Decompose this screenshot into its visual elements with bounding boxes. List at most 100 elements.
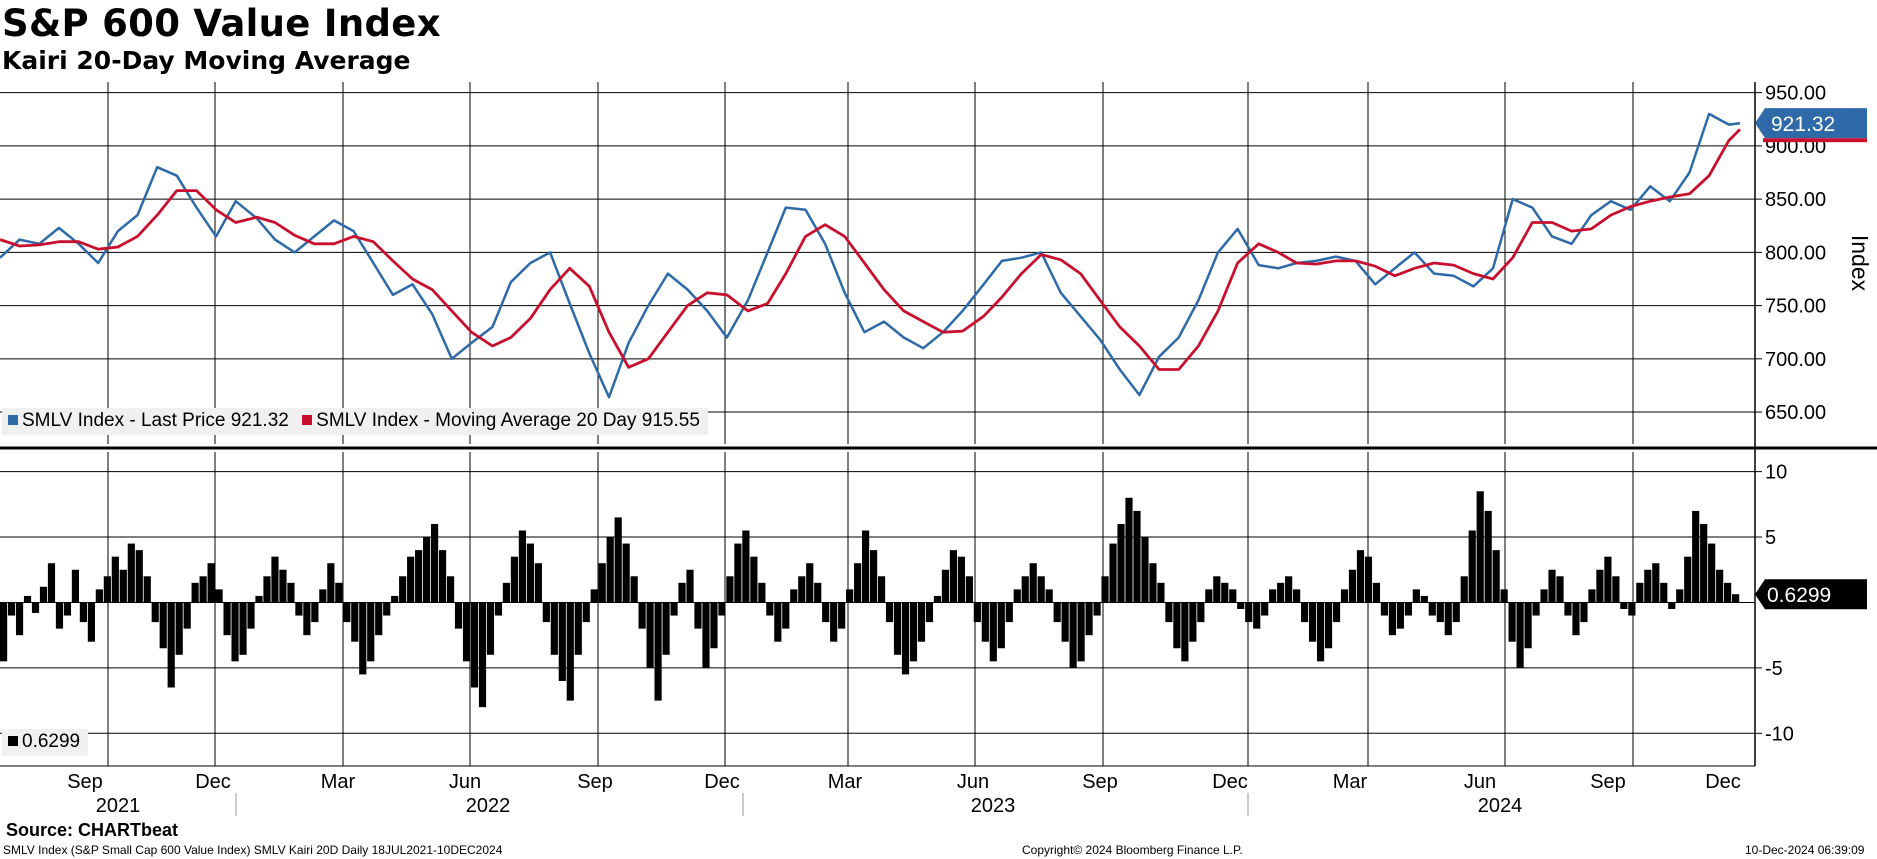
kairi-bar-31	[247, 602, 255, 629]
xtick-month-5: Dec	[704, 771, 740, 793]
xtick-month-4: Sep	[577, 771, 613, 793]
kairi-bar-99	[790, 589, 798, 603]
kairi-bar-97	[774, 602, 782, 642]
legend-swatch-kairi	[8, 736, 18, 746]
kairi-bar-72	[574, 602, 582, 655]
kairi-bar-91	[726, 576, 734, 603]
kairi-bar-86	[686, 569, 694, 603]
kairi-bar-98	[782, 602, 790, 629]
kairi-bar-21	[167, 602, 175, 688]
kairi-bar-156	[1245, 602, 1253, 623]
kairi-bar-188	[1500, 589, 1508, 603]
kairi-bar-183	[1460, 576, 1468, 603]
kairi-bar-146	[1165, 602, 1173, 623]
kairi-bar-88	[702, 602, 710, 668]
kairi-bar-189	[1508, 602, 1516, 642]
kairi-bar-179	[1428, 602, 1436, 616]
kairi-bar-5	[39, 586, 48, 603]
kairi-bar-129	[1029, 563, 1037, 603]
lower-panel-bars	[0, 491, 1740, 708]
kairi-bar-15	[119, 569, 127, 603]
kairi-bar-96	[766, 602, 774, 616]
xtick-month-11: Jun	[1464, 771, 1496, 793]
kairi-bar-192	[1532, 602, 1540, 616]
footer-copyright: Copyright© 2024 Bloomberg Finance L.P.	[1022, 843, 1243, 857]
legend-label-price: SMLV Index - Last Price 921.32	[22, 410, 289, 431]
xtick-month-6: Mar	[828, 771, 863, 793]
xtick-month-9: Dec	[1212, 771, 1248, 793]
kairi-bar-168	[1340, 589, 1349, 603]
kairi-bar-46	[367, 602, 375, 662]
kairi-bar-154	[1229, 589, 1237, 603]
kairi-bar-49	[391, 595, 399, 603]
xtick-month-1: Dec	[195, 771, 231, 793]
kairi-bar-200	[1596, 569, 1604, 603]
kairi-bar-151	[1205, 589, 1213, 603]
kairi-bar-166	[1324, 602, 1333, 649]
kairi-bar-148	[1181, 602, 1189, 662]
kairi-bar-215	[1716, 569, 1724, 603]
grid-lines	[0, 82, 1755, 766]
kairi-bar-68	[542, 602, 550, 623]
axis-labels: 950.00900.00850.00800.00750.00700.00650.…	[67, 83, 1873, 817]
kairi-bar-20	[159, 602, 167, 649]
kairi-bar-211	[1684, 556, 1692, 603]
kairi-bar-54	[431, 523, 439, 603]
kairi-bar-9	[71, 569, 80, 603]
footer-description: SMLV Index (S&P Small Cap 600 Value Inde…	[3, 843, 503, 857]
kairi-bar-95	[758, 582, 766, 603]
kairi-bar-14	[111, 556, 119, 603]
kairi-bar-55	[438, 550, 447, 603]
kairi-bar-77	[614, 517, 622, 603]
kairi-bar-78	[622, 543, 630, 603]
xtick-year-1: 2022	[466, 795, 511, 817]
kairi-bar-114	[909, 602, 918, 662]
kairi-bar-113	[901, 602, 910, 675]
kairi-bar-8	[63, 602, 72, 616]
kairi-bar-23	[183, 602, 191, 629]
kairi-bar-121	[965, 576, 973, 603]
kairi-bar-209	[1668, 602, 1676, 609]
kairi-bar-147	[1173, 602, 1181, 649]
kairi-bar-139	[1109, 543, 1117, 603]
kairi-bar-125	[997, 602, 1005, 649]
kairi-bar-206	[1644, 569, 1652, 603]
legend-label-ma: SMLV Index - Moving Average 20 Day 915.5…	[316, 410, 700, 431]
kairi-bar-193	[1540, 589, 1548, 603]
kairi-bar-50	[399, 576, 407, 603]
kairi-bar-44	[351, 602, 359, 642]
kairi-bar-80	[638, 602, 646, 629]
xtick-month-10: Mar	[1333, 771, 1368, 793]
kairi-bar-106	[846, 589, 854, 603]
kairi-bar-122	[973, 602, 981, 623]
kairi-bar-48	[383, 602, 391, 616]
kairi-bar-152	[1213, 576, 1221, 603]
kairi-bar-32	[255, 595, 263, 603]
ytick-label-lower-1: 5	[1765, 527, 1776, 549]
kairi-bar-56	[446, 576, 455, 603]
kairi-bar-42	[335, 582, 343, 603]
kairi-bar-65	[518, 530, 526, 603]
kairi-bar-64	[510, 556, 519, 603]
kairi-bar-142	[1133, 510, 1141, 603]
kairi-bar-133	[1061, 602, 1069, 642]
kairi-bar-75	[598, 563, 606, 603]
ytick-label-upper-4: 750.00	[1765, 296, 1826, 318]
ytick-label-upper-6: 650.00	[1765, 402, 1826, 424]
xtick-month-7: Jun	[957, 771, 989, 793]
kairi-bar-83	[662, 602, 670, 655]
xtick-year-0: 2021	[96, 795, 141, 817]
kairi-bar-212	[1692, 510, 1700, 603]
xtick-month-0: Sep	[67, 771, 103, 793]
kairi-bar-198	[1580, 602, 1588, 623]
kairi-bar-6	[47, 563, 56, 603]
kairi-bar-16	[127, 543, 135, 603]
kairi-bar-176	[1404, 602, 1412, 616]
kairi-bar-173	[1380, 602, 1389, 616]
kairi-bar-213	[1700, 523, 1708, 603]
kairi-bar-94	[750, 556, 758, 603]
kairi-bar-136	[1085, 602, 1093, 636]
kairi-bar-103	[822, 602, 830, 623]
kairi-bar-145	[1157, 582, 1165, 603]
kairi-bar-138	[1101, 576, 1109, 603]
